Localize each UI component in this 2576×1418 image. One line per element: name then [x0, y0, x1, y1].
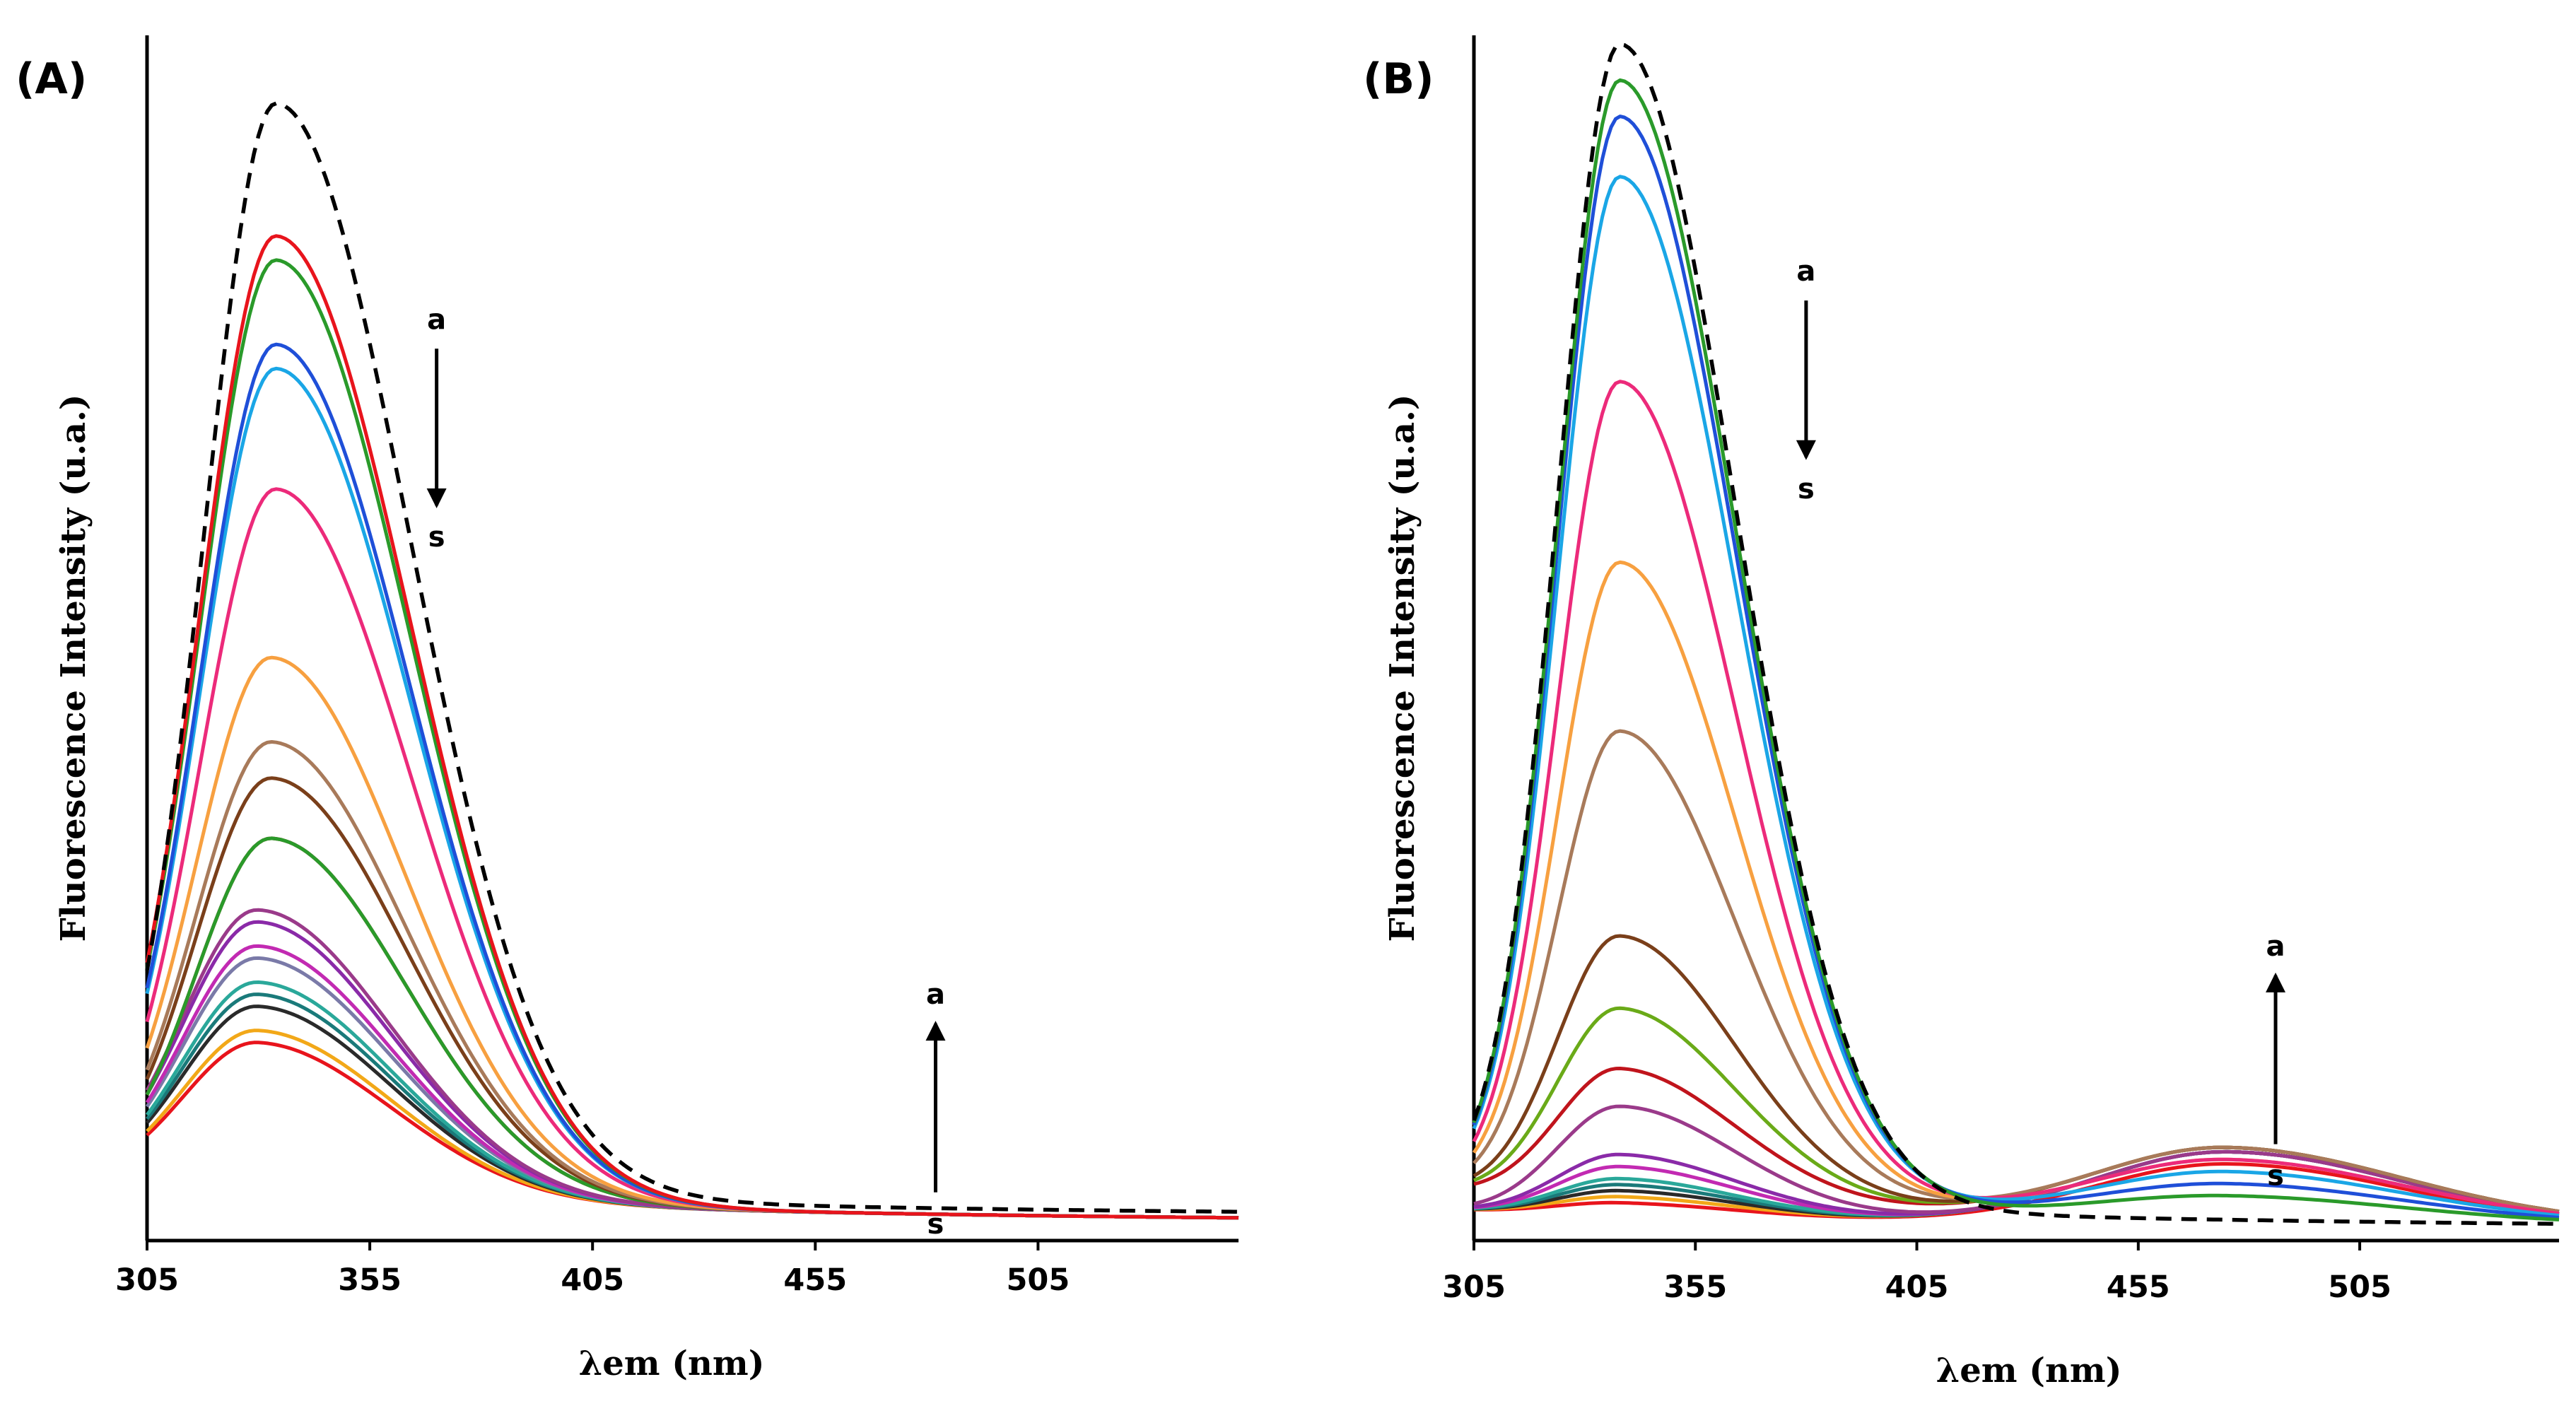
panel-b: (B) Fluorescence Intensity (u.a.) λem (n… [1363, 35, 2560, 1390]
panel-b-x-tick-label: 355 [1663, 1270, 1727, 1305]
panel-a-series-line [146, 1029, 1239, 1220]
panel-b-x-tick-label: 405 [1885, 1270, 1949, 1305]
panel-b-x-tick-label: 505 [2328, 1270, 2391, 1305]
panel-a-series-line [145, 836, 1239, 1220]
panel-b-series-line [1472, 78, 2560, 1221]
panel-a-series-line [145, 980, 1239, 1220]
panel-b-series-line [1472, 115, 2560, 1219]
panel-a-reference-dashed-line [145, 101, 1239, 1214]
panel-b-series-line [1473, 934, 2560, 1214]
panel-b-x-tick-label: 305 [1442, 1270, 1506, 1305]
panel-a-series-line [145, 776, 1239, 1220]
panel-b-arrow-label-s: s [2267, 1160, 2284, 1193]
panel-a-series-line [146, 1041, 1239, 1220]
panel-a-x-tick-label: 455 [783, 1262, 847, 1298]
panel-a-x-tick-label: 505 [1007, 1262, 1070, 1298]
panel-a-arrow-label-a: a [926, 978, 945, 1011]
panel-a-series-line [146, 992, 1239, 1220]
panel-a-series-line [145, 342, 1239, 1220]
panel-b-y-axis-title: Fluorescence Intensity (u.a.) [1383, 394, 1422, 942]
panel-a-series-line [145, 366, 1239, 1220]
panel-a-series-line [145, 908, 1239, 1220]
panel-b-series-line [1472, 175, 2560, 1218]
panel-a-arrow-head [426, 488, 447, 508]
panel-a-arrow-label-s: s [428, 521, 445, 553]
panel-a-arrow-head [925, 1021, 946, 1041]
panel-a-series-line [145, 956, 1239, 1220]
panel-b-arrow-label-a: a [1796, 255, 1815, 288]
panel-b-series-line [1472, 380, 2560, 1216]
panel-a-series-line [145, 258, 1239, 1220]
panel-b-arrow-2: as [2266, 930, 2286, 1193]
panel-a-series-line [145, 655, 1239, 1220]
panel-b-arrow-head [2266, 972, 2286, 992]
panel-a-arrow-label-s: s [927, 1208, 944, 1241]
panel-a-x-tick-label: 355 [338, 1262, 402, 1298]
panel-a: (A) Fluorescence Intensity (u.a.) λem (n… [16, 35, 1239, 1383]
panel-a-x-axis-title: λem (nm) [579, 1344, 765, 1383]
panel-b-reference-dashed-line [1472, 42, 2559, 1226]
panel-b-arrow-1: as [1796, 255, 1816, 505]
panel-b-arrow-label-s: s [1798, 473, 1815, 505]
panel-a-series-line [145, 944, 1239, 1220]
panel-a-x-tick-label: 405 [561, 1262, 624, 1298]
panel-b-arrow-head [1796, 440, 1816, 460]
panel-a-series-line [145, 234, 1239, 1220]
panel-b-arrow-label-a: a [2266, 930, 2285, 963]
panel-a-label: (A) [16, 54, 87, 104]
panel-a-arrow-label-a: a [427, 303, 446, 336]
panel-a-y-axis-title: Fluorescence Intensity (u.a.) [54, 394, 93, 942]
panel-b-series-line [1472, 560, 2560, 1216]
panel-b-x-axis-title: λem (nm) [1936, 1351, 2122, 1390]
panel-a-arrow-2: as [925, 978, 946, 1241]
panel-a-arrow-1: as [426, 303, 447, 553]
panel-a-series-line [145, 836, 1239, 1220]
panel-b-x-tick-label: 455 [2107, 1270, 2170, 1305]
panel-b-series-line [1473, 729, 2560, 1214]
panel-a-x-tick-label: 305 [115, 1262, 179, 1298]
panel-a-series-line [146, 1004, 1239, 1220]
panel-b-label: (B) [1363, 54, 1434, 104]
